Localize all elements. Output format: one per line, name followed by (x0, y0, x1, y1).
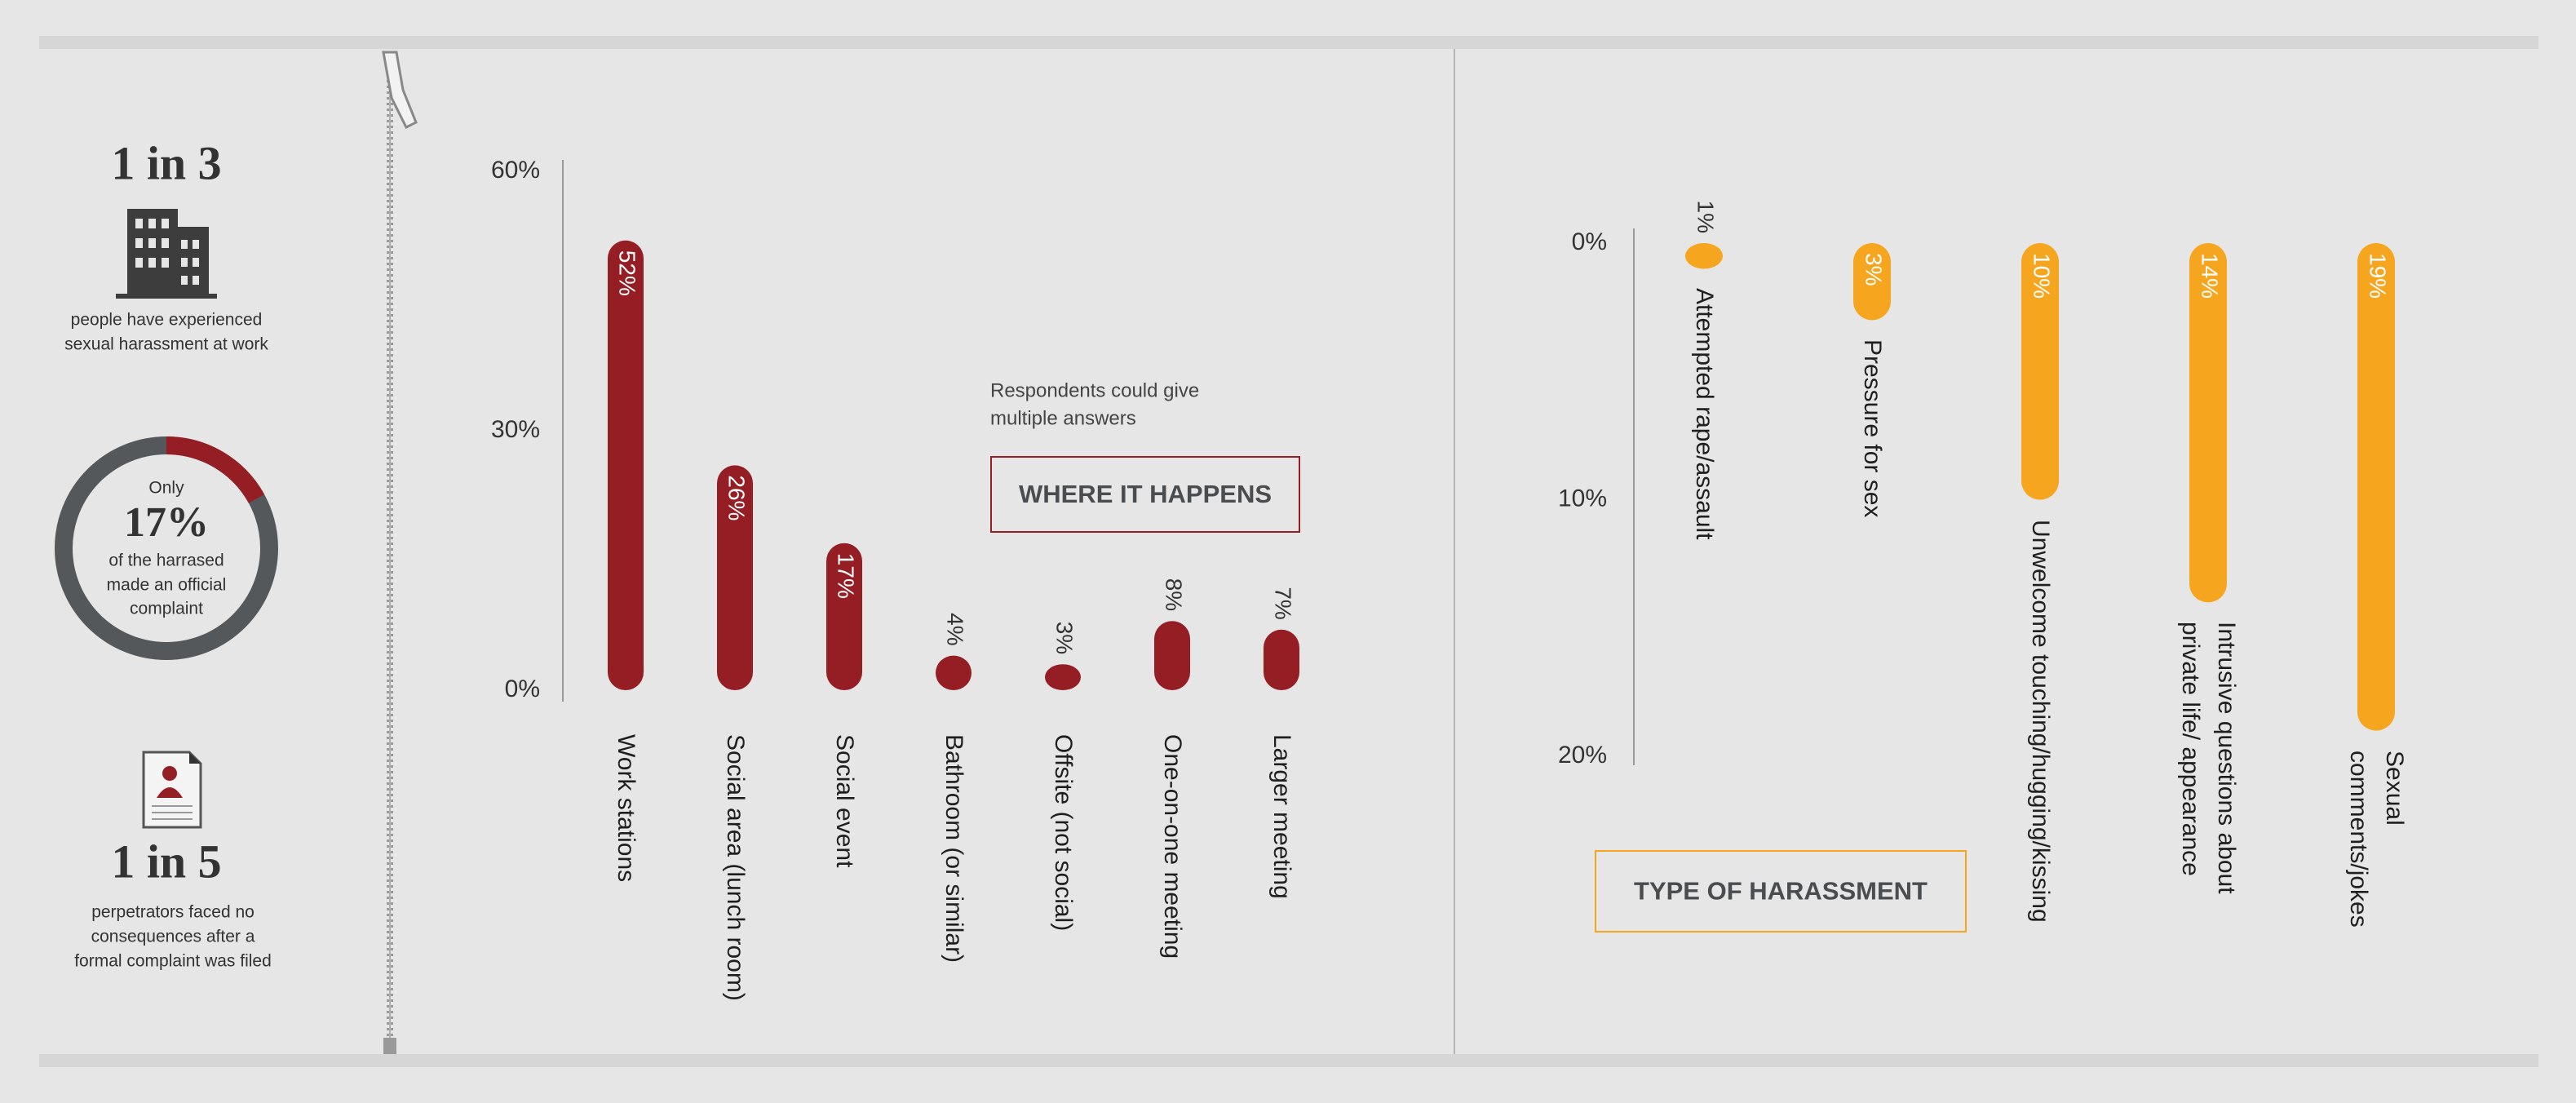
chart-title: TYPE OF HARASSMENT (1634, 877, 1928, 906)
x-tick-label: One-on-one meeting (1159, 734, 1186, 959)
stat-text: perpetrators faced no (91, 903, 255, 922)
x-tick-label: Work stations (613, 734, 640, 883)
bar (1154, 621, 1190, 690)
bar (1264, 629, 1299, 690)
value-label: 19% (2366, 253, 2391, 299)
bar (1685, 243, 1723, 269)
zipper (382, 51, 418, 1054)
stat-text: formal complaint was filed (74, 952, 272, 971)
x-tick-label: Social area (lunch room) (722, 734, 749, 1001)
value-label: 7% (1271, 587, 1296, 619)
chart-title: WHERE IT HAPPENS (1019, 480, 1272, 508)
donut-text: made an official (107, 576, 227, 595)
bottom-band (39, 1054, 2538, 1067)
note: multiple answers (990, 407, 1136, 429)
note: Respondents could give (990, 379, 1199, 401)
x-tick-label: Pressure for sex (1859, 339, 1886, 518)
value-label: 1% (1693, 201, 1719, 233)
y-tick-label: 60% (491, 157, 540, 184)
bar (1853, 243, 1891, 321)
donut-prefix: Only (148, 479, 184, 498)
x-tick-label: Offsite (not social) (1050, 734, 1077, 932)
value-label: 14% (2198, 253, 2223, 299)
donut-label: 17% (124, 499, 209, 546)
bar (717, 465, 753, 690)
document-icon (142, 751, 202, 829)
bar (1045, 664, 1081, 690)
value-label: 17% (834, 553, 859, 599)
x-tick-label: Unwelcome touching/hugging/kissing (2027, 519, 2054, 923)
bar (2189, 243, 2227, 603)
x-tick-label: Social event (831, 734, 858, 868)
x-tick-label: Larger meeting (1268, 734, 1295, 899)
y-tick-label: 30% (491, 416, 540, 443)
x-tick-label: Sexual comments/jokes (2345, 750, 2408, 928)
bar (936, 655, 972, 690)
stat-headline: 1 in 3 (111, 136, 221, 189)
donut-text: complaint (130, 600, 203, 618)
x-tick-label: Attempted rape/assault (1691, 288, 1718, 540)
building-icon (116, 209, 217, 299)
value-label: 26% (724, 475, 750, 520)
top-band (39, 36, 2538, 49)
value-label: 52% (615, 250, 640, 296)
donut-text: of the harrased (108, 552, 224, 570)
bar (2357, 243, 2395, 731)
value-label: 3% (1861, 253, 1887, 286)
stat-text: people have experienced (71, 311, 263, 330)
value-label: 8% (1162, 578, 1187, 611)
bar (608, 240, 644, 690)
stat-headline: 1 in 5 (111, 835, 221, 888)
y-tick-label: 20% (1558, 742, 1607, 769)
y-tick-label: 0% (505, 676, 540, 702)
stat-text: sexual harassment at work (64, 335, 268, 354)
stat-text: consequences after a (91, 928, 255, 946)
x-tick-label: Bathroom (or similar) (941, 734, 967, 963)
bar (826, 543, 862, 690)
y-tick-label: 0% (1572, 228, 1607, 255)
x-tick-label: Intrusive questions about private life/ … (2177, 622, 2240, 894)
donut-arc (166, 436, 265, 503)
title-box (1595, 850, 1967, 932)
value-label: 3% (1052, 622, 1078, 654)
value-label: 10% (2029, 253, 2055, 299)
title-box (990, 456, 1300, 533)
bar (2021, 243, 2059, 500)
value-label: 4% (943, 613, 968, 645)
y-tick-label: 10% (1558, 485, 1607, 512)
